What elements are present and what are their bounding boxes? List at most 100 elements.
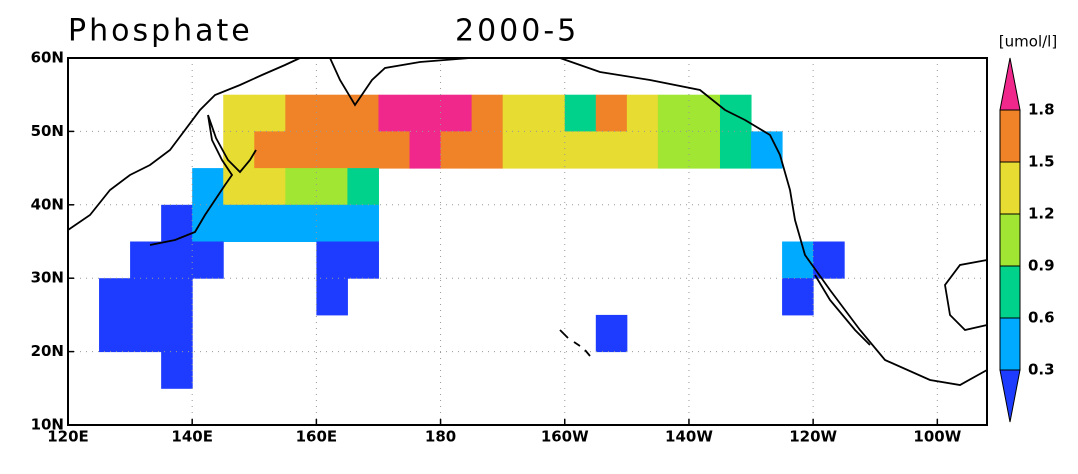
- field-cell: [595, 131, 628, 169]
- field-cell: [471, 94, 504, 132]
- axes: 120E 140E 160E 180 160W 140W 120W 100W 10N 20N 30N…: [31, 49, 962, 446]
- x-tick-label: 100W: [913, 428, 961, 446]
- field-cell: [595, 314, 628, 353]
- field-cell: [782, 278, 814, 316]
- x-tick-label: 160E: [296, 428, 338, 446]
- field-cell: [161, 241, 193, 279]
- field-cell: [409, 131, 442, 169]
- colorbar-box: [999, 109, 1021, 163]
- field-cell: [378, 131, 411, 169]
- field-cell: [223, 168, 255, 206]
- field-cell: [130, 241, 162, 279]
- field-cell: [688, 131, 721, 169]
- title: Phosphate: [68, 14, 253, 49]
- field-cell: [347, 168, 379, 206]
- field-cell: [316, 131, 348, 169]
- field-cell: [161, 351, 193, 389]
- field-cell: [285, 168, 317, 206]
- y-tick-label: 50N: [31, 122, 64, 140]
- field-cell: [254, 204, 286, 242]
- field-cell: [161, 278, 193, 316]
- field-cell: [626, 131, 659, 169]
- colorbar-label: 0.3: [1028, 361, 1055, 379]
- field-cell: [378, 94, 411, 132]
- x-tick-label: 160W: [541, 428, 589, 446]
- field-cell: [719, 131, 752, 169]
- field-cell: [316, 94, 348, 132]
- x-tick-label: 120E: [47, 428, 89, 446]
- coast-alaska: [559, 57, 988, 386]
- unit-label: [umol/l]: [999, 33, 1057, 51]
- field-cell: [223, 204, 255, 242]
- field-cell: [719, 94, 752, 132]
- field-cell: [99, 278, 131, 316]
- field-cell: [471, 131, 504, 169]
- colorbar-label: 0.6: [1028, 309, 1055, 327]
- colorbar-box: [999, 265, 1021, 319]
- coast-baja: [814, 274, 871, 346]
- field-cell: [316, 168, 348, 206]
- coast-japan: [149, 114, 257, 246]
- coast-hawaii: [559, 329, 591, 357]
- field-cell: [192, 241, 224, 279]
- field-cell: [161, 204, 193, 242]
- field-cell: [130, 314, 162, 353]
- field-cell: [347, 241, 379, 279]
- field-cell: [285, 204, 317, 242]
- colorbar: 0.3 0.6 0.9 1.2 1.5 1.8: [999, 57, 1055, 423]
- field-cell: [502, 94, 535, 132]
- coast-kamchatka: [329, 57, 471, 107]
- field-cell: [254, 94, 286, 132]
- field-cell: [254, 168, 286, 206]
- field-cell: [533, 94, 566, 132]
- field-cell: [192, 168, 224, 206]
- colorbar-label: 0.9: [1028, 257, 1055, 275]
- field-cell: [223, 131, 255, 169]
- field-cell: [285, 131, 317, 169]
- field-cell: [440, 131, 473, 169]
- colorbar-cap: [999, 369, 1021, 423]
- field-cell: [347, 131, 379, 169]
- field-cell: [316, 204, 348, 242]
- field-cell: [409, 94, 442, 132]
- field-cell: [688, 94, 721, 132]
- field-cell: [347, 204, 379, 242]
- field-cell: [130, 278, 162, 316]
- field-cell: [595, 94, 628, 132]
- coast-gulf: [944, 259, 988, 331]
- field-cell: [316, 278, 348, 316]
- field-cell: [99, 314, 131, 353]
- field-cell: [285, 94, 317, 132]
- field-cell: [533, 131, 566, 169]
- field-cell: [626, 94, 659, 132]
- field-cell: [564, 94, 597, 132]
- subtitle: 2000-5: [455, 14, 579, 49]
- y-tick-label: 60N: [31, 49, 64, 67]
- y-tick-label: 30N: [31, 269, 64, 287]
- colorbar-box: [999, 317, 1021, 371]
- field-cell: [223, 94, 255, 132]
- field-cell: [502, 131, 535, 169]
- colorbar-box: [999, 161, 1021, 215]
- field-cell: [440, 94, 473, 132]
- colorbar-label: 1.5: [1028, 153, 1055, 171]
- field-cell: [657, 94, 690, 132]
- colorbar-box: [999, 213, 1021, 267]
- field-cell: [657, 131, 690, 169]
- colorbar-cap: [999, 57, 1021, 111]
- y-tick-label: 40N: [31, 195, 64, 213]
- field-cell: [161, 314, 193, 353]
- x-tick-label: 140E: [171, 428, 213, 446]
- colorbar-label: 1.8: [1028, 101, 1055, 119]
- x-tick-label: 140W: [665, 428, 713, 446]
- field-cell: [254, 131, 286, 169]
- field-cell: [316, 241, 348, 279]
- y-tick-label: 20N: [31, 342, 64, 360]
- field-cell: [564, 131, 597, 169]
- plot-frame: [67, 57, 988, 426]
- y-tick-label: 10N: [31, 416, 64, 434]
- colorbar-label: 1.2: [1028, 205, 1055, 223]
- coastlines: [67, 57, 988, 386]
- x-tick-label: 120W: [789, 428, 837, 446]
